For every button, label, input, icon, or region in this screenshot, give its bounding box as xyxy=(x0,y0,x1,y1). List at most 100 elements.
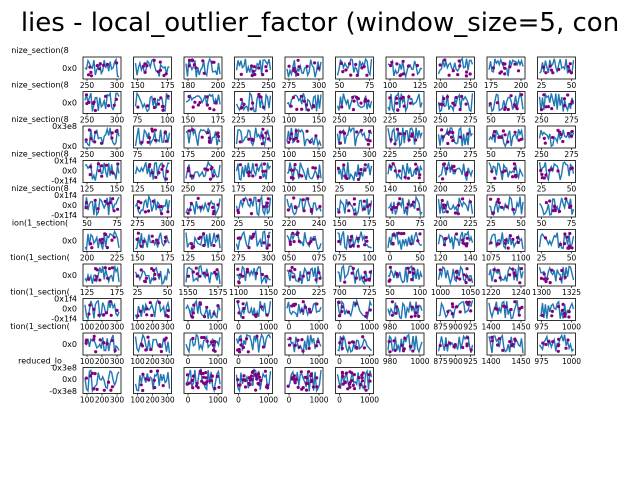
anomaly-point xyxy=(567,310,571,314)
anomaly-point xyxy=(150,234,154,238)
anomaly-point xyxy=(185,382,189,386)
x-tick-label: 150 xyxy=(332,219,347,228)
anomaly-point xyxy=(355,346,359,350)
anomaly-point xyxy=(307,241,311,245)
subplot-axes xyxy=(183,263,223,287)
anomaly-point xyxy=(196,103,200,107)
anomaly-point xyxy=(107,267,112,271)
subplot-panel: 200 225 xyxy=(433,194,478,228)
anomaly-point xyxy=(289,104,293,108)
anomaly-point xyxy=(447,73,451,77)
anomaly-point xyxy=(463,242,467,246)
anomaly-point xyxy=(249,212,254,216)
anomaly-point xyxy=(317,271,321,275)
anomaly-point xyxy=(263,169,268,173)
signal-line xyxy=(235,127,272,148)
subplot-panel: 50 75 xyxy=(486,90,526,125)
anomaly-point xyxy=(142,239,146,244)
anomaly-point xyxy=(103,199,107,203)
anomaly-point xyxy=(141,372,145,376)
anomaly-point xyxy=(542,93,546,97)
anomaly-point xyxy=(438,344,442,348)
anomaly-point xyxy=(442,162,446,166)
signal-line xyxy=(185,57,221,78)
anomaly-point xyxy=(411,349,415,353)
anomaly-point xyxy=(95,275,99,279)
anomaly-point xyxy=(166,94,170,98)
anomaly-point xyxy=(254,271,259,275)
anomaly-point xyxy=(148,301,152,305)
subplot-axes xyxy=(385,56,425,80)
subplot-panel: 25 50 xyxy=(486,160,526,194)
anomaly-point xyxy=(503,66,507,70)
x-tick-label: 25 xyxy=(537,185,547,194)
anomaly-point xyxy=(559,277,563,281)
anomaly-point xyxy=(236,209,240,213)
x-tick-label: 250 xyxy=(433,150,448,159)
x-tick-label: 100 xyxy=(130,357,145,366)
anomaly-point xyxy=(365,73,369,77)
x-tick-label: 100 xyxy=(80,357,95,366)
anomaly-point xyxy=(344,68,348,72)
subplot-panel: 50 75 xyxy=(537,194,576,228)
anomaly-point xyxy=(566,93,570,97)
anomaly-point xyxy=(150,127,154,131)
x-tick-label: 225 xyxy=(110,254,125,263)
anomaly-point xyxy=(192,63,196,67)
anomaly-point xyxy=(242,374,246,378)
anomaly-point xyxy=(461,238,465,242)
anomaly-point xyxy=(262,241,266,245)
x-tick-label: 200 xyxy=(514,81,529,90)
x-tick-label: 125 xyxy=(413,81,428,90)
anomaly-point xyxy=(245,267,249,271)
anomaly-point xyxy=(495,101,499,105)
anomaly-point xyxy=(511,267,515,271)
anomaly-point xyxy=(461,197,465,201)
anomaly-point xyxy=(158,60,162,64)
row-label: nize_section(8 xyxy=(11,46,68,55)
subplot-panel: 100 200 300 xyxy=(80,367,124,405)
anomaly-point xyxy=(149,369,153,373)
x-tick-label: 50 xyxy=(365,185,375,194)
anomaly-point xyxy=(306,108,310,112)
x-tick-label: 200 xyxy=(95,323,110,332)
subplot-panel: 0 1000 xyxy=(284,367,329,405)
anomaly-point xyxy=(337,314,342,318)
anomaly-point xyxy=(451,139,455,143)
subplot-axes xyxy=(486,332,526,356)
subplot-panel: 25 50 xyxy=(537,160,576,194)
anomaly-point xyxy=(466,336,470,340)
x-tick-label: 100 xyxy=(130,323,145,332)
x-tick-label: 100 xyxy=(160,116,175,125)
subplot-axes xyxy=(183,194,223,218)
anomaly-point xyxy=(520,93,524,97)
anomaly-point xyxy=(341,70,345,74)
subplot-axes xyxy=(234,229,273,252)
anomaly-point xyxy=(296,139,300,143)
anomaly-point xyxy=(145,104,150,108)
anomaly-point xyxy=(293,205,297,209)
anomaly-point xyxy=(204,371,208,375)
anomaly-point xyxy=(136,231,140,235)
anomaly-point xyxy=(191,336,195,341)
anomaly-point xyxy=(342,163,346,167)
anomaly-point xyxy=(402,104,406,108)
anomaly-point xyxy=(262,205,266,209)
anomaly-point xyxy=(110,266,114,270)
anomaly-point xyxy=(563,275,567,279)
anomaly-point xyxy=(147,378,151,382)
anomaly-point xyxy=(344,371,349,375)
anomaly-point xyxy=(415,305,419,309)
anomaly-point xyxy=(160,212,164,216)
anomaly-point xyxy=(315,376,319,380)
anomaly-point xyxy=(551,340,555,344)
anomaly-point xyxy=(414,167,418,171)
anomaly-point xyxy=(103,232,107,236)
x-tick-label: 100 xyxy=(413,288,428,297)
anomaly-point xyxy=(89,70,93,74)
anomaly-point xyxy=(202,71,206,75)
anomaly-point xyxy=(259,95,263,99)
anomaly-point xyxy=(247,170,251,174)
subplot-axes xyxy=(284,91,324,114)
subplot-axes xyxy=(436,91,475,114)
